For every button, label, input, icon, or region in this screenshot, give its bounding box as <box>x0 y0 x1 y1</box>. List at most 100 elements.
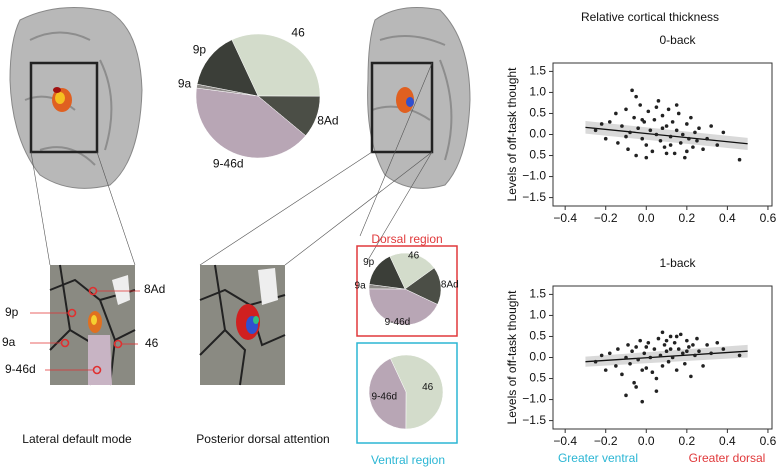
point <box>648 355 653 360</box>
point <box>683 155 687 160</box>
chart-title: 0-back <box>659 33 696 47</box>
point <box>603 368 608 372</box>
zoom-dorsal: Posterior dorsal attention <box>196 264 330 446</box>
point <box>721 130 726 135</box>
point <box>616 141 620 145</box>
point <box>683 362 687 366</box>
point <box>697 349 701 353</box>
point <box>638 338 642 343</box>
y-tick-label: 1.0 <box>529 85 546 99</box>
point <box>689 374 693 379</box>
point <box>709 351 713 356</box>
point <box>626 343 630 347</box>
x-tick-label: −0.2 <box>594 434 618 448</box>
point <box>630 88 634 93</box>
x-tick-label: −0.2 <box>594 211 618 225</box>
point <box>715 340 720 345</box>
y-tick-label: 0.5 <box>529 106 546 120</box>
point <box>654 376 659 381</box>
point <box>693 353 697 358</box>
point <box>656 336 661 341</box>
point <box>664 151 669 156</box>
y-tick-label: 0.0 <box>529 350 546 364</box>
point <box>670 355 675 360</box>
point <box>593 359 598 364</box>
point <box>737 353 742 358</box>
point <box>705 136 709 141</box>
point <box>666 359 671 364</box>
point <box>628 130 632 135</box>
panel-caption: Posterior dorsal attention <box>196 432 329 446</box>
point <box>654 132 659 137</box>
point <box>646 109 651 114</box>
point <box>652 117 657 122</box>
point <box>616 347 620 351</box>
point <box>599 122 604 126</box>
point <box>664 338 669 343</box>
point <box>620 372 624 377</box>
point <box>640 399 645 404</box>
point <box>689 115 693 120</box>
zoom-label: 46 <box>145 336 159 350</box>
pie-label: 46 <box>408 251 420 262</box>
point <box>614 111 618 116</box>
y-tick-label: 1.5 <box>529 287 546 301</box>
y-tick-label: 0.5 <box>529 371 546 385</box>
x-tick-label: −0.4 <box>553 211 577 225</box>
y-tick-label: 1.5 <box>529 64 546 78</box>
point <box>628 362 632 366</box>
point <box>674 334 679 339</box>
point <box>640 136 645 141</box>
point <box>620 124 624 128</box>
point <box>626 147 630 152</box>
pie-label: 9p <box>193 42 207 56</box>
point <box>678 332 683 337</box>
pie-label: 9-46d <box>213 156 244 170</box>
point <box>674 103 679 107</box>
point <box>701 147 705 152</box>
chart-title: 1-back <box>659 256 696 270</box>
point <box>678 141 683 145</box>
x-tick-label: 0.4 <box>719 434 736 448</box>
point <box>662 145 667 149</box>
y-tick-label: 0.0 <box>529 127 546 141</box>
point <box>660 364 665 368</box>
y-axis-label: Levels of off-task thought <box>505 67 519 202</box>
point <box>668 334 673 339</box>
pie-label: 46 <box>291 25 305 39</box>
zoom-lateral: 8Ad 9p 9a 46 9-46d Lateral default mode <box>2 264 165 446</box>
point <box>634 153 638 158</box>
x-tick-label: 0.6 <box>760 211 777 225</box>
point <box>646 340 651 345</box>
region-frame <box>356 245 458 337</box>
point <box>695 139 699 143</box>
point <box>634 385 638 389</box>
point <box>652 347 657 351</box>
y-tick-label: 1.0 <box>529 308 546 322</box>
point <box>624 393 628 398</box>
point <box>624 134 628 139</box>
point <box>676 111 681 116</box>
point <box>664 349 669 353</box>
point <box>630 349 634 353</box>
point <box>685 349 689 353</box>
x-tick-label: 0.6 <box>760 434 777 448</box>
y-tick-label: 0.5 <box>529 148 546 162</box>
point <box>676 347 681 351</box>
point <box>709 124 713 128</box>
point <box>672 340 677 345</box>
point <box>687 345 691 349</box>
pie-label: 9-46d <box>385 317 411 328</box>
pie-slice <box>369 256 406 290</box>
point <box>670 120 675 124</box>
y-tick-label: 0.5 <box>529 329 546 343</box>
point <box>660 330 665 335</box>
point <box>691 343 695 347</box>
y-tick-label: −1.5 <box>522 413 546 427</box>
point <box>632 115 636 120</box>
point <box>668 143 673 147</box>
point <box>674 128 679 133</box>
pie-title: Ventral region <box>371 453 445 467</box>
pie-label: 9a <box>355 281 367 292</box>
